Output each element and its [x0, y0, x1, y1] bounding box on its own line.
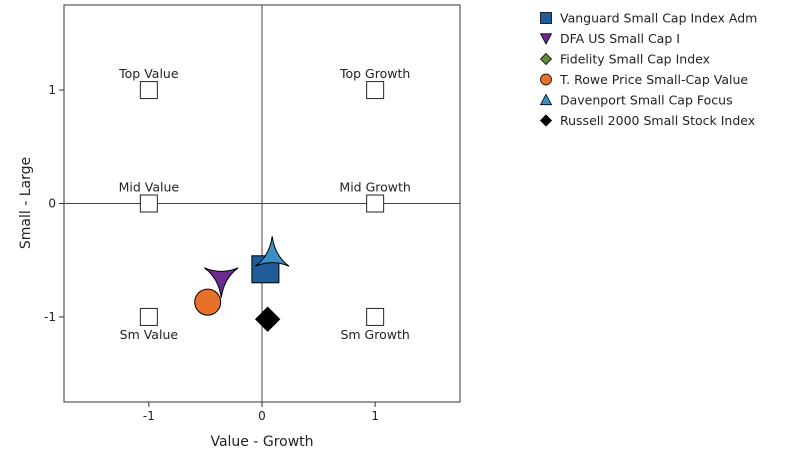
style-box-top-growth	[366, 81, 385, 100]
style-box-label: Top Value	[118, 66, 179, 81]
marker-russell-2000-small-stock-index	[254, 306, 281, 332]
legend-marker-t-rowe-price-small-cap-value	[540, 73, 552, 86]
y-tick-label: 1	[48, 83, 56, 97]
axis-ticks: -1 0 1 -1 0 1	[44, 83, 379, 423]
x-tick-label: 1	[371, 409, 379, 423]
legend: Vanguard Small Cap Index Adm DFA US Small…	[539, 11, 757, 128]
legend-label: Vanguard Small Cap Index Adm	[560, 11, 757, 26]
style-box-mid-value	[139, 194, 158, 213]
legend-label: Davenport Small Cap Focus	[560, 93, 733, 108]
legend-label: Fidelity Small Cap Index	[560, 52, 710, 67]
legend-marker-fidelity-small-cap-index	[539, 52, 553, 66]
data-markers	[194, 236, 290, 332]
y-axis-title: Small - Large	[18, 157, 34, 249]
legend-marker-vanguard-small-cap-index-adm	[540, 12, 552, 24]
style-box-label: Sm Growth	[340, 327, 409, 342]
marker-t-rowe-price-small-cap-value	[194, 288, 222, 316]
marker-davenport-small-cap-focus	[254, 236, 290, 267]
x-tick-label: 0	[258, 409, 266, 423]
style-box-label: Mid Growth	[339, 180, 410, 195]
legend-label: DFA US Small Cap I	[560, 31, 680, 46]
style-boxes: Top Value Top Growth Mid Value Mid Growth Sm…	[118, 66, 411, 342]
style-box-top-value	[139, 81, 158, 100]
style-box-sm-growth	[366, 307, 385, 326]
legend-label: Russell 2000 Small Stock Index	[560, 113, 755, 128]
marker-dfa-us-small-cap-i	[204, 267, 239, 298]
style-box-label: Top Growth	[339, 66, 410, 81]
style-box-label: Mid Value	[119, 180, 180, 195]
style-box-label: Sm Value	[120, 327, 179, 342]
y-tick-label: -1	[44, 310, 56, 324]
y-tick-label: 0	[48, 197, 56, 211]
style-box-sm-value	[139, 307, 158, 326]
reference-lines	[64, 5, 460, 402]
x-axis-title: Value - Growth	[210, 434, 313, 450]
x-tick-label: -1	[143, 409, 155, 423]
style-box-mid-growth	[366, 194, 385, 213]
legend-marker-davenport-small-cap-focus	[539, 93, 553, 106]
legend-marker-russell-2000-small-stock-index	[539, 114, 553, 127]
legend-label: T. Rowe Price Small-Cap Value	[559, 72, 748, 87]
legend-marker-dfa-us-small-cap-i	[539, 33, 553, 45]
